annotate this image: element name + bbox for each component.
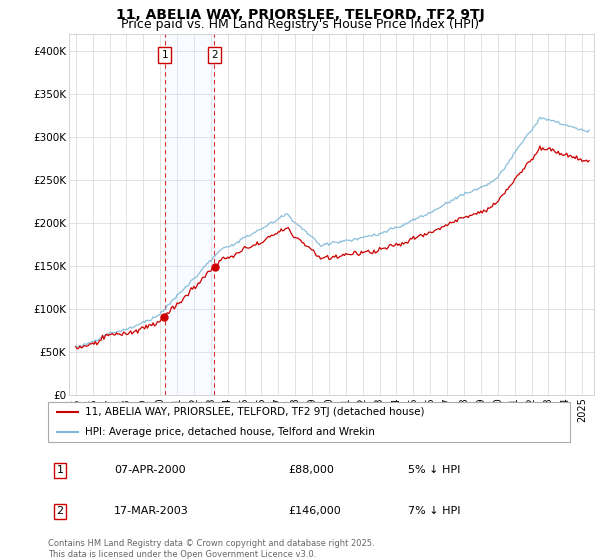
Text: 7% ↓ HPI: 7% ↓ HPI — [408, 506, 461, 516]
Text: Contains HM Land Registry data © Crown copyright and database right 2025.
This d: Contains HM Land Registry data © Crown c… — [48, 539, 374, 559]
Text: HPI: Average price, detached house, Telford and Wrekin: HPI: Average price, detached house, Telf… — [85, 427, 374, 437]
Text: 1: 1 — [161, 50, 168, 60]
Text: 11, ABELIA WAY, PRIORSLEE, TELFORD, TF2 9TJ: 11, ABELIA WAY, PRIORSLEE, TELFORD, TF2 … — [116, 8, 484, 22]
Text: 2: 2 — [211, 50, 218, 60]
Text: 11, ABELIA WAY, PRIORSLEE, TELFORD, TF2 9TJ (detached house): 11, ABELIA WAY, PRIORSLEE, TELFORD, TF2 … — [85, 407, 424, 417]
Bar — [165, 34, 214, 395]
Text: 17-MAR-2003: 17-MAR-2003 — [114, 506, 189, 516]
Text: 2: 2 — [56, 506, 64, 516]
Text: 1: 1 — [56, 465, 64, 475]
Text: 5% ↓ HPI: 5% ↓ HPI — [408, 465, 460, 475]
Text: Price paid vs. HM Land Registry's House Price Index (HPI): Price paid vs. HM Land Registry's House … — [121, 18, 479, 31]
FancyBboxPatch shape — [48, 402, 570, 442]
Text: £146,000: £146,000 — [288, 506, 341, 516]
Text: 07-APR-2000: 07-APR-2000 — [114, 465, 185, 475]
Text: £88,000: £88,000 — [288, 465, 334, 475]
